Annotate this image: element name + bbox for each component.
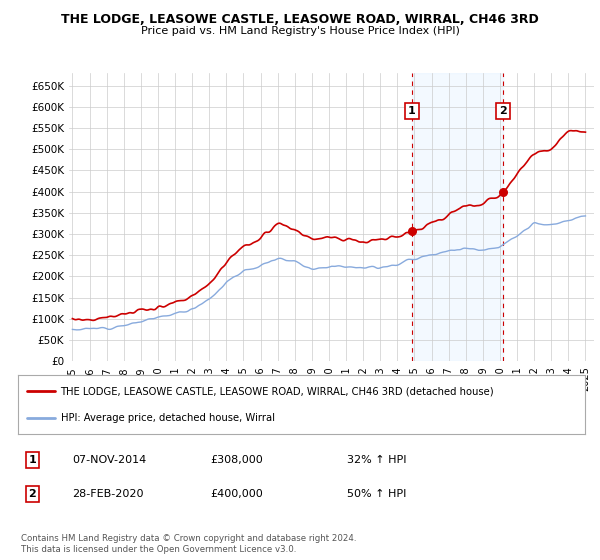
Text: This data is licensed under the Open Government Licence v3.0.: This data is licensed under the Open Gov… <box>21 545 296 554</box>
Text: 2: 2 <box>499 106 506 116</box>
Point <box>498 187 508 196</box>
Text: 28-FEB-2020: 28-FEB-2020 <box>72 489 143 499</box>
Text: 50% ↑ HPI: 50% ↑ HPI <box>347 489 406 499</box>
Text: 1: 1 <box>408 106 416 116</box>
Text: Price paid vs. HM Land Registry's House Price Index (HPI): Price paid vs. HM Land Registry's House … <box>140 26 460 36</box>
Text: 1: 1 <box>28 455 36 465</box>
Text: THE LODGE, LEASOWE CASTLE, LEASOWE ROAD, WIRRAL, CH46 3RD (detached house): THE LODGE, LEASOWE CASTLE, LEASOWE ROAD,… <box>61 386 494 396</box>
Text: £308,000: £308,000 <box>211 455 263 465</box>
Text: THE LODGE, LEASOWE CASTLE, LEASOWE ROAD, WIRRAL, CH46 3RD: THE LODGE, LEASOWE CASTLE, LEASOWE ROAD,… <box>61 13 539 26</box>
Text: £400,000: £400,000 <box>211 489 263 499</box>
Text: 32% ↑ HPI: 32% ↑ HPI <box>347 455 406 465</box>
Text: HPI: Average price, detached house, Wirral: HPI: Average price, detached house, Wirr… <box>61 413 275 423</box>
Text: 2: 2 <box>28 489 36 499</box>
Bar <box>412 73 503 361</box>
Text: 07-NOV-2014: 07-NOV-2014 <box>72 455 146 465</box>
Text: Contains HM Land Registry data © Crown copyright and database right 2024.: Contains HM Land Registry data © Crown c… <box>21 534 356 543</box>
Point <box>407 226 416 235</box>
